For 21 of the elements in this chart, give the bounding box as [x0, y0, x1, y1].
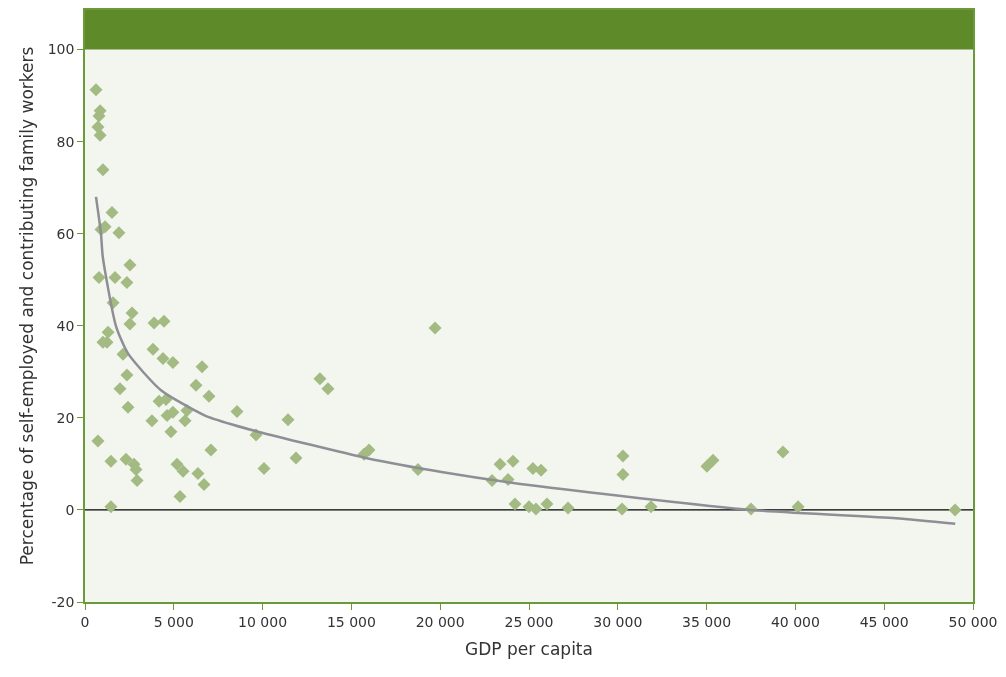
line-series: [94, 195, 957, 525]
x-tick-label: 10 000: [238, 613, 288, 630]
y-tick-label: 0: [65, 501, 75, 518]
y-tick-label: 60: [56, 225, 75, 242]
y-tick-label: 20: [56, 409, 75, 426]
x-tick-label: 20 000: [415, 613, 465, 630]
x-tick-label: 45 000: [859, 613, 909, 630]
y-tick-label: 80: [56, 133, 75, 150]
x-tick-label: 30 000: [593, 613, 643, 630]
x-tick-label: 25 000: [504, 613, 554, 630]
y-axis-title: Percentage of self-employed and contributing family workers: [16, 46, 37, 566]
y-tick-label: 40: [56, 317, 75, 334]
x-tick-label: 35 000: [682, 613, 732, 630]
x-tick-label: 15 000: [326, 613, 376, 630]
x-tick-label: 50 000: [948, 613, 998, 630]
x-tick-label: 40 000: [770, 613, 820, 630]
y-tick-label: -20: [51, 593, 75, 610]
x-axis-title: GDP per capita: [465, 639, 593, 660]
x-tick-label: 5 000: [153, 613, 194, 630]
x-tick-label: 0: [80, 613, 90, 630]
y-tick-label: 100: [47, 41, 75, 58]
